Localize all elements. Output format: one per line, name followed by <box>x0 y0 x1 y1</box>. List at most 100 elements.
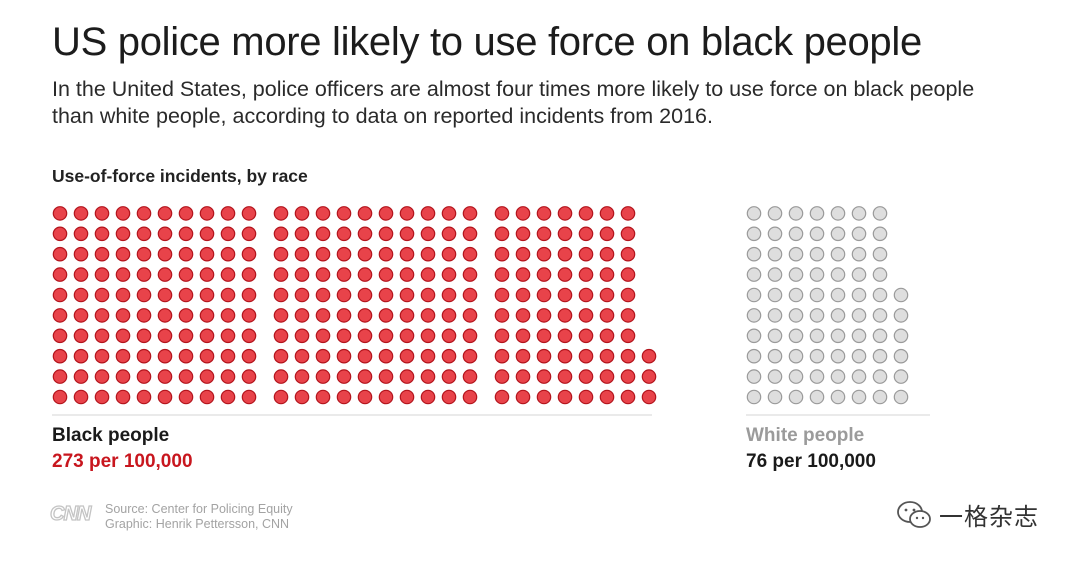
black-incident-dot <box>52 389 68 405</box>
source-credit: Source: Center for Policing Equity <box>105 502 293 516</box>
white-incident-dot <box>809 348 825 364</box>
black-incident-dot <box>294 389 310 405</box>
black-incident-dot <box>578 348 594 364</box>
black-incident-dot <box>536 369 552 384</box>
black-incident-dot <box>94 369 110 384</box>
black-incident-dot <box>178 246 194 262</box>
black-incident-dot <box>315 267 331 282</box>
watermark-text: 一格杂志 <box>939 503 1039 531</box>
black-incident-dot <box>52 246 68 262</box>
black-incident-dot <box>462 348 478 364</box>
black-incident-dot <box>157 369 173 384</box>
black-incident-dot <box>115 287 131 303</box>
black-incident-dot <box>536 287 552 303</box>
black-incident-dot <box>357 308 373 323</box>
white-incident-dot <box>893 308 909 323</box>
black-incident-dot <box>557 226 573 242</box>
black-incident-dot <box>620 206 636 221</box>
black-incident-dot <box>52 206 68 221</box>
black-incident-dot <box>515 206 531 221</box>
white-incident-dot <box>746 226 762 242</box>
black-incident-dot <box>273 308 289 323</box>
black-incident-dot <box>420 369 436 384</box>
black-incident-dot <box>515 226 531 242</box>
black-incident-dot <box>641 348 657 364</box>
black-incident-dot <box>620 287 636 303</box>
black-incident-dot <box>494 389 510 405</box>
black-incident-dot <box>420 328 436 344</box>
black-incident-dot <box>136 308 152 323</box>
black-incident-dot <box>136 389 152 405</box>
black-incident-dot <box>241 328 257 344</box>
white-incident-dot <box>830 369 846 384</box>
white-incident-dot <box>809 389 825 405</box>
black-incident-dot <box>557 369 573 384</box>
white-incident-dot <box>872 246 888 262</box>
black-incident-dot <box>199 226 215 242</box>
black-incident-dot <box>73 287 89 303</box>
black-incident-dot <box>515 287 531 303</box>
black-incident-dot <box>315 206 331 221</box>
black-incident-dot <box>357 369 373 384</box>
black-incident-dot <box>178 226 194 242</box>
black-incident-dot <box>178 328 194 344</box>
black-incident-dot <box>357 226 373 242</box>
black-incident-dot <box>199 287 215 303</box>
black-incident-dot <box>157 328 173 344</box>
black-incident-dot <box>357 328 373 344</box>
black-incident-dot <box>94 389 110 405</box>
white-incident-dot <box>851 226 867 242</box>
black-incident-dot <box>557 389 573 405</box>
white-incident-dot <box>767 328 783 344</box>
white-incident-dot <box>830 389 846 405</box>
black-incident-dot <box>378 206 394 221</box>
white-incident-dot <box>851 267 867 282</box>
black-incident-dot <box>599 267 615 282</box>
white-incident-dot <box>746 287 762 303</box>
watermark: 一格杂志 <box>895 497 1039 532</box>
black-incident-dot <box>536 226 552 242</box>
black-incident-dot <box>599 389 615 405</box>
black-incident-dot <box>620 348 636 364</box>
black-group-rate: 273 per 100,000 <box>52 451 193 472</box>
graphic-credit: Graphic: Henrik Pettersson, CNN <box>105 517 290 531</box>
white-incident-dot <box>746 308 762 323</box>
black-incident-dot <box>578 369 594 384</box>
white-incident-dot <box>851 206 867 221</box>
black-incident-dot <box>220 267 236 282</box>
black-incident-dot <box>136 226 152 242</box>
black-incident-dot <box>199 308 215 323</box>
black-incident-dot <box>420 348 436 364</box>
black-incident-dot <box>462 308 478 323</box>
black-incident-dot <box>378 308 394 323</box>
black-incident-dot <box>494 246 510 262</box>
black-incident-dot <box>515 328 531 344</box>
white-incident-dot <box>746 246 762 262</box>
black-incident-dot <box>315 246 331 262</box>
white-incident-dot <box>809 287 825 303</box>
black-incident-dot <box>273 267 289 282</box>
black-incident-dot <box>578 246 594 262</box>
white-incident-dot <box>830 328 846 344</box>
black-incident-dot <box>441 267 457 282</box>
black-incident-dot <box>441 389 457 405</box>
black-incident-dot <box>199 389 215 405</box>
black-incident-dot <box>73 328 89 344</box>
black-incident-dot <box>294 287 310 303</box>
black-incident-dot <box>220 389 236 405</box>
black-incident-dot <box>599 226 615 242</box>
black-incident-dot <box>241 389 257 405</box>
black-incident-dot <box>157 267 173 282</box>
white-incident-dot <box>746 389 762 405</box>
black-incident-dot <box>136 369 152 384</box>
black-incident-dot <box>199 267 215 282</box>
white-incident-dot <box>830 267 846 282</box>
white-incident-dot <box>851 328 867 344</box>
black-incident-dot <box>73 226 89 242</box>
white-incident-dot <box>767 348 783 364</box>
black-incident-dot <box>420 246 436 262</box>
black-incident-dot <box>578 308 594 323</box>
black-incident-dot <box>536 246 552 262</box>
black-incident-dot <box>315 328 331 344</box>
